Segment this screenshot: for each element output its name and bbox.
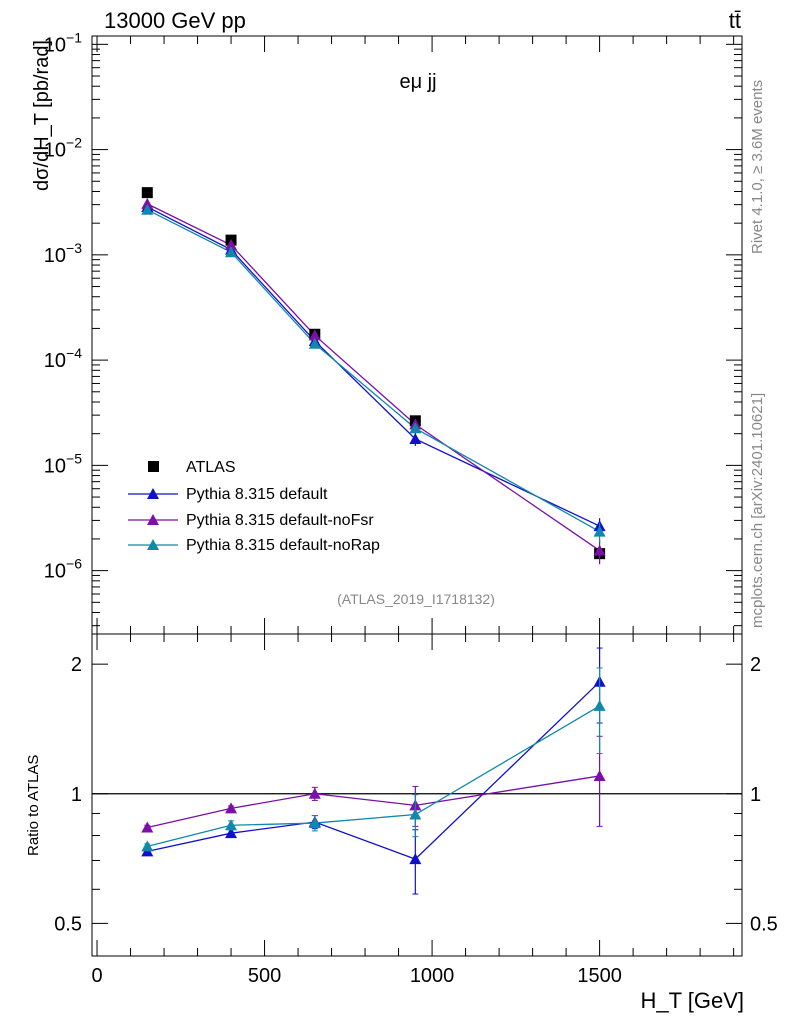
mcplots-label: mcplots.cern.ch [arXiv:2401.10621] — [749, 393, 766, 628]
x-tick-label: 500 — [248, 965, 281, 987]
y-tick-label: 10−6 — [44, 556, 82, 583]
data-point-3 — [593, 525, 606, 537]
x-axis-label: H_T [GeV] — [640, 988, 744, 1013]
ratio-point-1 — [141, 821, 154, 833]
ratio-point-1 — [308, 787, 321, 799]
ratio-y-tick-label: 1 — [71, 784, 82, 806]
ratio-point-1 — [593, 769, 606, 781]
ratio-plot-marks — [92, 647, 742, 895]
legend-symbol-norap — [147, 539, 159, 550]
series-line-1 — [146, 206, 600, 527]
x-tick-label: 1500 — [577, 965, 622, 987]
ratio-point-1 — [225, 802, 238, 814]
ratio-point-0 — [225, 827, 238, 839]
y-tick-label: 10−4 — [44, 345, 82, 372]
ratio-point-2 — [225, 819, 238, 831]
data-point-3 — [225, 246, 238, 258]
ratio-y-tick-label-right: 2 — [750, 654, 761, 676]
legend-label-norap: Pythia 8.315 default-noRap — [186, 537, 380, 554]
data-point-1 — [409, 433, 422, 445]
ratio-point-2 — [593, 699, 606, 711]
ratio-point-2 — [409, 808, 422, 820]
chart-title: eμ jj — [399, 71, 436, 93]
main-plot-marks — [141, 187, 606, 565]
analysis-label: (ATLAS_2019_I1718132) — [337, 591, 495, 607]
process-label: tt̄ — [729, 8, 741, 33]
y-tick-label: 10−1 — [44, 29, 82, 56]
ratio-plot-frame — [91, 633, 743, 957]
legend: ATLAS Pythia 8.315 default Pythia 8.315 … — [128, 459, 380, 554]
ratio-line-0 — [147, 681, 601, 860]
ratio-y-tick-label-right: 1 — [750, 784, 761, 806]
ratio-line-1 — [147, 775, 600, 829]
data-point-2 — [593, 544, 606, 556]
tick-labels: 0 500 1000 1500 10−6 10−5 10−4 10−3 10−2 10−1 0.5 0… — [44, 29, 778, 987]
x-tick-label: 1000 — [410, 965, 455, 987]
data-point-atlas — [141, 187, 153, 199]
legend-label-default: Pythia 8.315 default — [186, 486, 328, 503]
ratio-point-2 — [308, 817, 321, 829]
axis-ticks — [92, 36, 742, 956]
data-point-2 — [308, 329, 321, 341]
legend-symbol-nofsr — [147, 514, 159, 525]
rivet-version-label: Rivet 4.1.0, ≥ 3.6M events — [749, 80, 766, 254]
data-point-2 — [141, 197, 154, 209]
data-point-3 — [409, 422, 422, 434]
ratio-y-tick-label: 0.5 — [54, 913, 82, 935]
y-tick-label: 10−2 — [44, 135, 82, 162]
x-tick-label: 0 — [91, 965, 102, 987]
ratio-y-tick-label-right: 0.5 — [750, 913, 778, 935]
main-y-axis-label: dσ/dH_T [pb/rad] — [31, 40, 53, 191]
data-point-3 — [308, 337, 321, 349]
series-line-3 — [146, 209, 600, 533]
ratio-y-axis-label: Ratio to ATLAS — [25, 755, 42, 856]
ratio-line-2 — [147, 705, 600, 847]
legend-symbol-default — [147, 488, 159, 499]
legend-label-nofsr: Pythia 8.315 default-noFsr — [186, 512, 374, 529]
y-tick-label: 10−3 — [44, 240, 82, 267]
legend-label-atlas: ATLAS — [186, 459, 236, 476]
data-point-3 — [141, 203, 154, 215]
legend-symbol-atlas — [148, 461, 159, 472]
ratio-point-2 — [141, 840, 154, 852]
energy-label: 13000 GeV pp — [104, 8, 246, 33]
ratio-point-0 — [409, 853, 422, 865]
ratio-y-tick-label: 2 — [71, 654, 82, 676]
y-tick-label: 10−5 — [44, 450, 82, 477]
data-point-2 — [225, 239, 238, 251]
